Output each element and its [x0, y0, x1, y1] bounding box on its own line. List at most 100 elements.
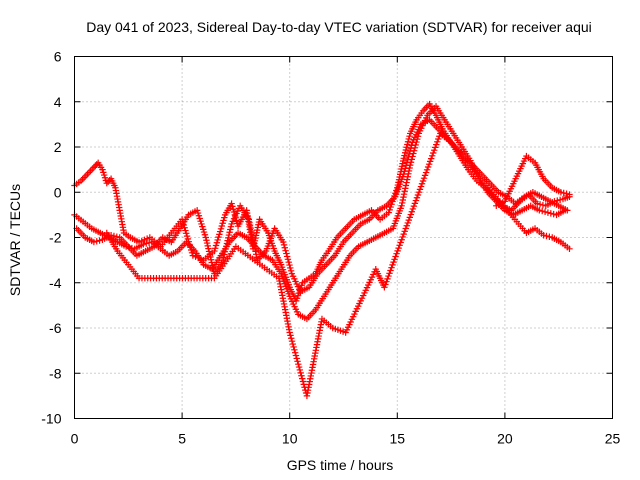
data-point — [424, 163, 432, 171]
data-point — [406, 214, 414, 221]
data-point — [543, 232, 550, 240]
data-point — [203, 239, 211, 247]
data-point — [248, 230, 256, 238]
data-point — [252, 248, 259, 255]
data-point — [405, 153, 412, 161]
data-point — [93, 161, 100, 168]
data-point — [436, 133, 443, 140]
data-point — [401, 168, 408, 175]
y-axis-label: SDTVAR / TECUs — [7, 184, 23, 296]
data-point — [246, 222, 254, 229]
data-point — [405, 135, 412, 143]
data-point — [291, 346, 298, 354]
data-point — [281, 244, 289, 251]
data-point — [287, 264, 294, 272]
data-point — [399, 199, 406, 207]
data-point — [296, 366, 304, 374]
data-point — [400, 193, 407, 201]
data-point — [299, 378, 307, 385]
data-point — [420, 174, 428, 182]
data-point — [564, 207, 571, 214]
data-point — [417, 183, 425, 190]
data-point — [202, 234, 209, 241]
data-point — [389, 261, 396, 269]
data-point — [205, 245, 212, 252]
data-point — [229, 203, 236, 210]
series-track-4 — [103, 130, 573, 400]
data-point — [402, 185, 409, 192]
data-point — [399, 233, 406, 241]
data-point — [416, 186, 424, 193]
data-point — [398, 202, 405, 210]
data-point — [383, 278, 390, 285]
data-point — [387, 267, 394, 274]
data-point — [539, 207, 546, 215]
data-point — [220, 254, 227, 261]
data-point — [434, 138, 441, 146]
data-point — [294, 358, 301, 365]
data-point — [90, 238, 98, 246]
data-point — [401, 188, 408, 195]
data-point — [219, 256, 227, 264]
data-point — [406, 132, 413, 140]
data-point — [395, 244, 402, 252]
data-point — [391, 256, 398, 263]
data-point — [540, 232, 547, 239]
data-point — [287, 267, 295, 275]
data-point — [218, 222, 226, 230]
data-point — [402, 162, 410, 169]
data-point — [401, 152, 408, 159]
x-tick-label: 20 — [497, 431, 513, 447]
x-tick-label: 10 — [282, 431, 298, 447]
y-tick-label: 2 — [54, 139, 62, 155]
data-point — [223, 240, 231, 247]
data-point — [392, 253, 399, 260]
data-point — [207, 256, 215, 263]
data-point — [113, 233, 121, 240]
y-tick-label: 6 — [54, 49, 62, 65]
data-point — [207, 253, 214, 261]
data-point — [415, 188, 423, 196]
data-point — [145, 239, 153, 246]
data-point — [212, 245, 219, 252]
data-point — [402, 182, 410, 189]
data-point — [215, 233, 222, 241]
data-point — [249, 233, 256, 241]
data-point — [284, 256, 292, 263]
data-point — [227, 226, 234, 233]
data-point — [205, 248, 213, 255]
data-point — [435, 135, 442, 143]
series-track-5 — [493, 152, 573, 210]
data-point — [427, 155, 435, 162]
axis-ticks — [74, 56, 613, 419]
data-point — [382, 281, 389, 288]
data-point — [560, 189, 567, 197]
data-point — [414, 191, 422, 199]
data-point — [403, 159, 411, 166]
data-point — [140, 241, 147, 248]
data-point — [247, 224, 254, 232]
data-point — [403, 179, 410, 186]
data-point — [293, 355, 300, 362]
data-point — [405, 216, 413, 224]
data-point — [556, 196, 564, 203]
data-point — [222, 245, 229, 253]
data-point — [433, 141, 440, 148]
data-point — [299, 375, 306, 382]
data-point — [412, 197, 420, 204]
data-point — [404, 156, 411, 163]
data-point — [92, 162, 99, 170]
data-point — [286, 329, 293, 336]
data-point — [554, 197, 561, 204]
data-point — [402, 165, 409, 172]
data-point — [388, 264, 395, 271]
data-point — [216, 231, 223, 238]
data-point — [183, 232, 191, 240]
data-point — [403, 144, 410, 151]
data-point — [546, 233, 553, 240]
data-point — [541, 208, 549, 216]
data-point — [286, 261, 293, 269]
data-point — [419, 177, 427, 185]
y-tick-label: -4 — [49, 275, 62, 291]
